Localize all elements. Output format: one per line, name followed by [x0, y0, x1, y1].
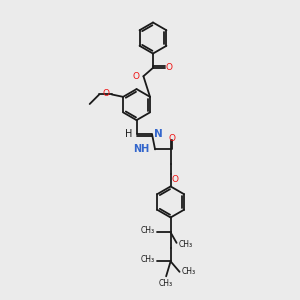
Text: O: O — [133, 72, 140, 81]
Text: CH₃: CH₃ — [141, 226, 155, 236]
Text: N: N — [154, 130, 163, 140]
Text: CH₃: CH₃ — [182, 267, 196, 276]
Text: O: O — [172, 175, 178, 184]
Text: NH: NH — [134, 144, 150, 154]
Text: O: O — [169, 134, 176, 143]
Text: CH₃: CH₃ — [141, 255, 155, 264]
Text: O: O — [166, 63, 173, 72]
Text: O: O — [102, 89, 110, 98]
Text: H: H — [125, 130, 132, 140]
Text: CH₃: CH₃ — [179, 240, 193, 249]
Text: CH₃: CH₃ — [159, 279, 173, 288]
